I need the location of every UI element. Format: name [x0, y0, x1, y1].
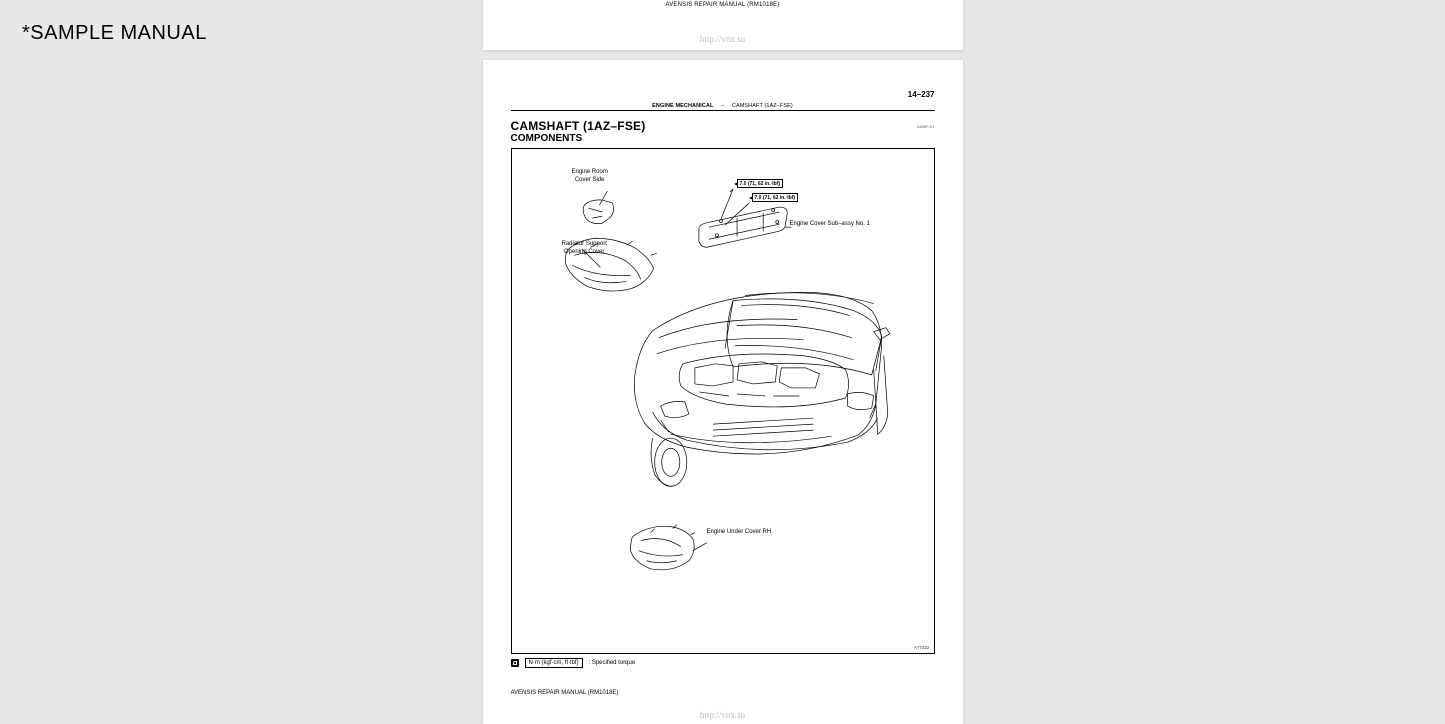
section-dash: – — [721, 103, 724, 109]
manual-page: 14–237 ENGINE MECHANICAL – CAMSHAFT (1AZ… — [483, 60, 963, 724]
diagram-svg — [512, 149, 934, 653]
arrow-icon — [734, 182, 738, 186]
legend-label: : Specified torque — [589, 660, 636, 666]
torque-spec-text: 7.0 (71, 62 in.·lbf) — [755, 195, 796, 201]
label-engine-under-cover: Engine Under Cover RH — [707, 529, 772, 537]
arrow-icon — [749, 196, 753, 200]
section-name-bold: ENGINE MECHANICAL — [652, 103, 713, 109]
label-engine-cover-sub: Engine Cover Sub–assy No. 1 — [790, 221, 870, 229]
section-subname: CAMSHAFT (1AZ–FSE) — [732, 103, 793, 109]
source-url-watermark: http://vnx.su — [700, 34, 745, 44]
torque-spec-box-2: 7.0 (71, 62 in.·lbf) — [752, 193, 799, 202]
components-diagram: Engine RoomCover Side Radiator SupportOp… — [511, 148, 935, 654]
bullet-icon — [511, 659, 519, 667]
source-url-watermark: http://vnx.su — [511, 710, 935, 720]
header-rule: ENGINE MECHANICAL – CAMSHAFT (1AZ–FSE) — [511, 101, 935, 111]
manual-footer-text: AVENSIS REPAIR MANUAL (RM1018E) — [665, 2, 779, 8]
page-number: 14–237 — [511, 90, 935, 99]
manual-footer-text: AVENSIS REPAIR MANUAL (RM1018E) — [511, 690, 935, 696]
label-engine-room-cover-side: Engine RoomCover Side — [572, 169, 608, 185]
pages-container: AVENSIS REPAIR MANUAL (RM1018E) http://v… — [483, 0, 963, 724]
legend-row: N·m (kgf·cm, ft·lbf) : Specified torque — [511, 658, 935, 668]
torque-spec-text: 7.0 (71, 62 in.·lbf) — [740, 181, 781, 187]
torque-unit-box: N·m (kgf·cm, ft·lbf) — [525, 658, 583, 668]
sample-manual-watermark: *SAMPLE MANUAL — [22, 22, 207, 45]
section-header: ENGINE MECHANICAL – CAMSHAFT (1AZ–FSE) — [652, 103, 793, 109]
page-subtitle: COMPONENTS — [511, 133, 935, 144]
label-radiator-support-cover: Radiator SupportOpening Cover — [562, 241, 607, 257]
page-prev-partial: AVENSIS REPAIR MANUAL (RM1018E) http://v… — [483, 0, 963, 50]
torque-spec-box-1: 7.0 (71, 62 in.·lbf) — [737, 179, 784, 188]
figure-code: A77322 — [914, 645, 930, 650]
doc-code: 140BP-01 — [511, 124, 935, 129]
